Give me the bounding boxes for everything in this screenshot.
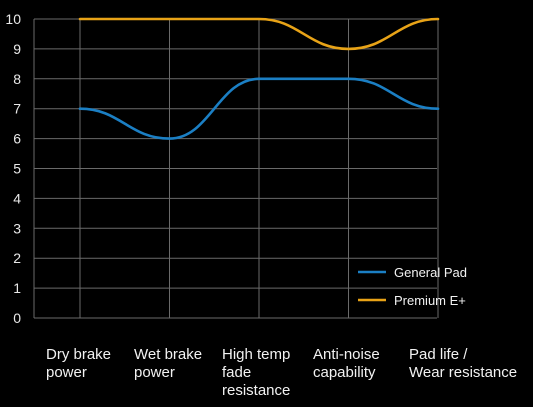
x-category-label: Dry brake power xyxy=(46,346,111,381)
x-category-label-line: fade xyxy=(222,364,251,381)
x-category-label-line: resistance xyxy=(222,382,290,399)
y-tick-label: 6 xyxy=(13,131,21,147)
y-tick-label: 3 xyxy=(13,220,21,236)
x-category-label-line: Wet brake xyxy=(134,346,202,363)
y-tick-label: 10 xyxy=(5,11,21,27)
x-category-label-line: power xyxy=(46,364,87,381)
x-category-label-line: Dry brake xyxy=(46,346,111,363)
x-category-label-line: power xyxy=(134,364,175,381)
y-tick-label: 7 xyxy=(13,101,21,117)
legend-label: General Pad xyxy=(394,265,467,280)
y-tick-label: 5 xyxy=(13,161,21,177)
series-lines xyxy=(78,17,440,140)
x-category-label-line: capability xyxy=(313,364,376,381)
grid-layer xyxy=(33,18,439,319)
y-tick-label: 8 xyxy=(13,71,21,87)
x-category-label: Anti-noise capability xyxy=(313,346,380,381)
series-line-premium-e-plus xyxy=(78,17,440,51)
y-tick-label: 2 xyxy=(13,250,21,266)
y-tick-label: 0 xyxy=(13,310,21,326)
x-category-label: High temp fade resistance xyxy=(222,346,290,399)
y-tick-label: 9 xyxy=(13,41,21,57)
y-tick-label: 4 xyxy=(13,190,21,206)
y-tick-labels: 0 1 2 3 4 5 6 7 8 9 10 xyxy=(5,11,21,326)
legend: General Pad Premium E+ xyxy=(358,265,467,308)
x-category-label-line: Wear resistance xyxy=(409,364,517,381)
series-line-general-pad xyxy=(78,77,440,140)
y-tick-label: 1 xyxy=(13,280,21,296)
x-category-label-line: Pad life / xyxy=(409,346,468,363)
x-category-label: Wet brake power xyxy=(134,346,202,381)
x-category-label-line: Anti-noise xyxy=(313,346,380,363)
x-category-label-line: High temp xyxy=(222,346,290,363)
legend-label: Premium E+ xyxy=(394,293,466,308)
x-category-label: Pad life / Wear resistance xyxy=(409,346,517,381)
